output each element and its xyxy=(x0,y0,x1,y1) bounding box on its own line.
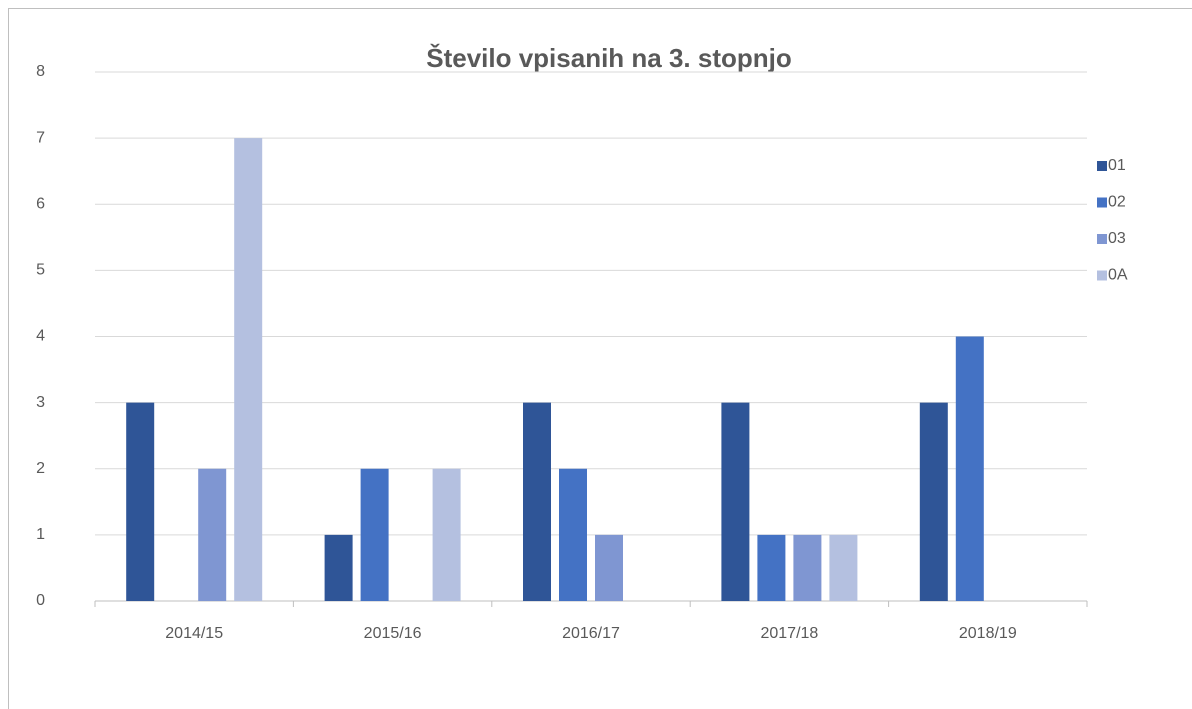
bar xyxy=(721,402,750,601)
y-tick-label: 4 xyxy=(36,328,45,345)
bar xyxy=(432,468,461,601)
bar xyxy=(523,402,551,601)
bar xyxy=(360,468,389,601)
x-tick-label: 2018/19 xyxy=(959,625,1017,642)
bar xyxy=(126,402,155,601)
legend-label: 0A xyxy=(1108,267,1128,284)
bar xyxy=(198,468,227,601)
bar xyxy=(324,534,353,601)
bar xyxy=(595,534,623,601)
legend-swatch xyxy=(1097,234,1107,244)
x-tick-label: 2016/17 xyxy=(562,625,620,642)
bar xyxy=(234,138,263,601)
legend-label: 03 xyxy=(1108,230,1126,247)
y-tick-label: 1 xyxy=(36,526,45,543)
bar xyxy=(559,468,587,601)
bar xyxy=(829,534,858,601)
legend-swatch xyxy=(1097,161,1107,171)
bar xyxy=(919,402,948,601)
y-tick-label: 6 xyxy=(36,195,45,212)
chart-title: Število vpisanih na 3. stopnjo xyxy=(426,43,792,73)
y-tick-label: 5 xyxy=(36,262,45,279)
y-tick-label: 3 xyxy=(36,394,45,411)
bar xyxy=(793,534,822,601)
x-tick-label: 2015/16 xyxy=(364,625,422,642)
x-tick-label: 2014/15 xyxy=(165,625,223,642)
legend-swatch xyxy=(1097,270,1107,281)
y-tick-label: 0 xyxy=(36,592,45,609)
legend-label: 02 xyxy=(1108,194,1126,211)
chart-frame xyxy=(8,8,1192,709)
y-tick-label: 2 xyxy=(36,460,45,477)
legend-label: 01 xyxy=(1108,157,1126,174)
y-tick-label: 8 xyxy=(36,63,45,80)
x-tick-label: 2017/18 xyxy=(760,625,818,642)
bar xyxy=(955,336,984,601)
y-tick-label: 7 xyxy=(36,129,45,146)
legend-swatch xyxy=(1097,197,1107,208)
bar xyxy=(757,534,786,601)
